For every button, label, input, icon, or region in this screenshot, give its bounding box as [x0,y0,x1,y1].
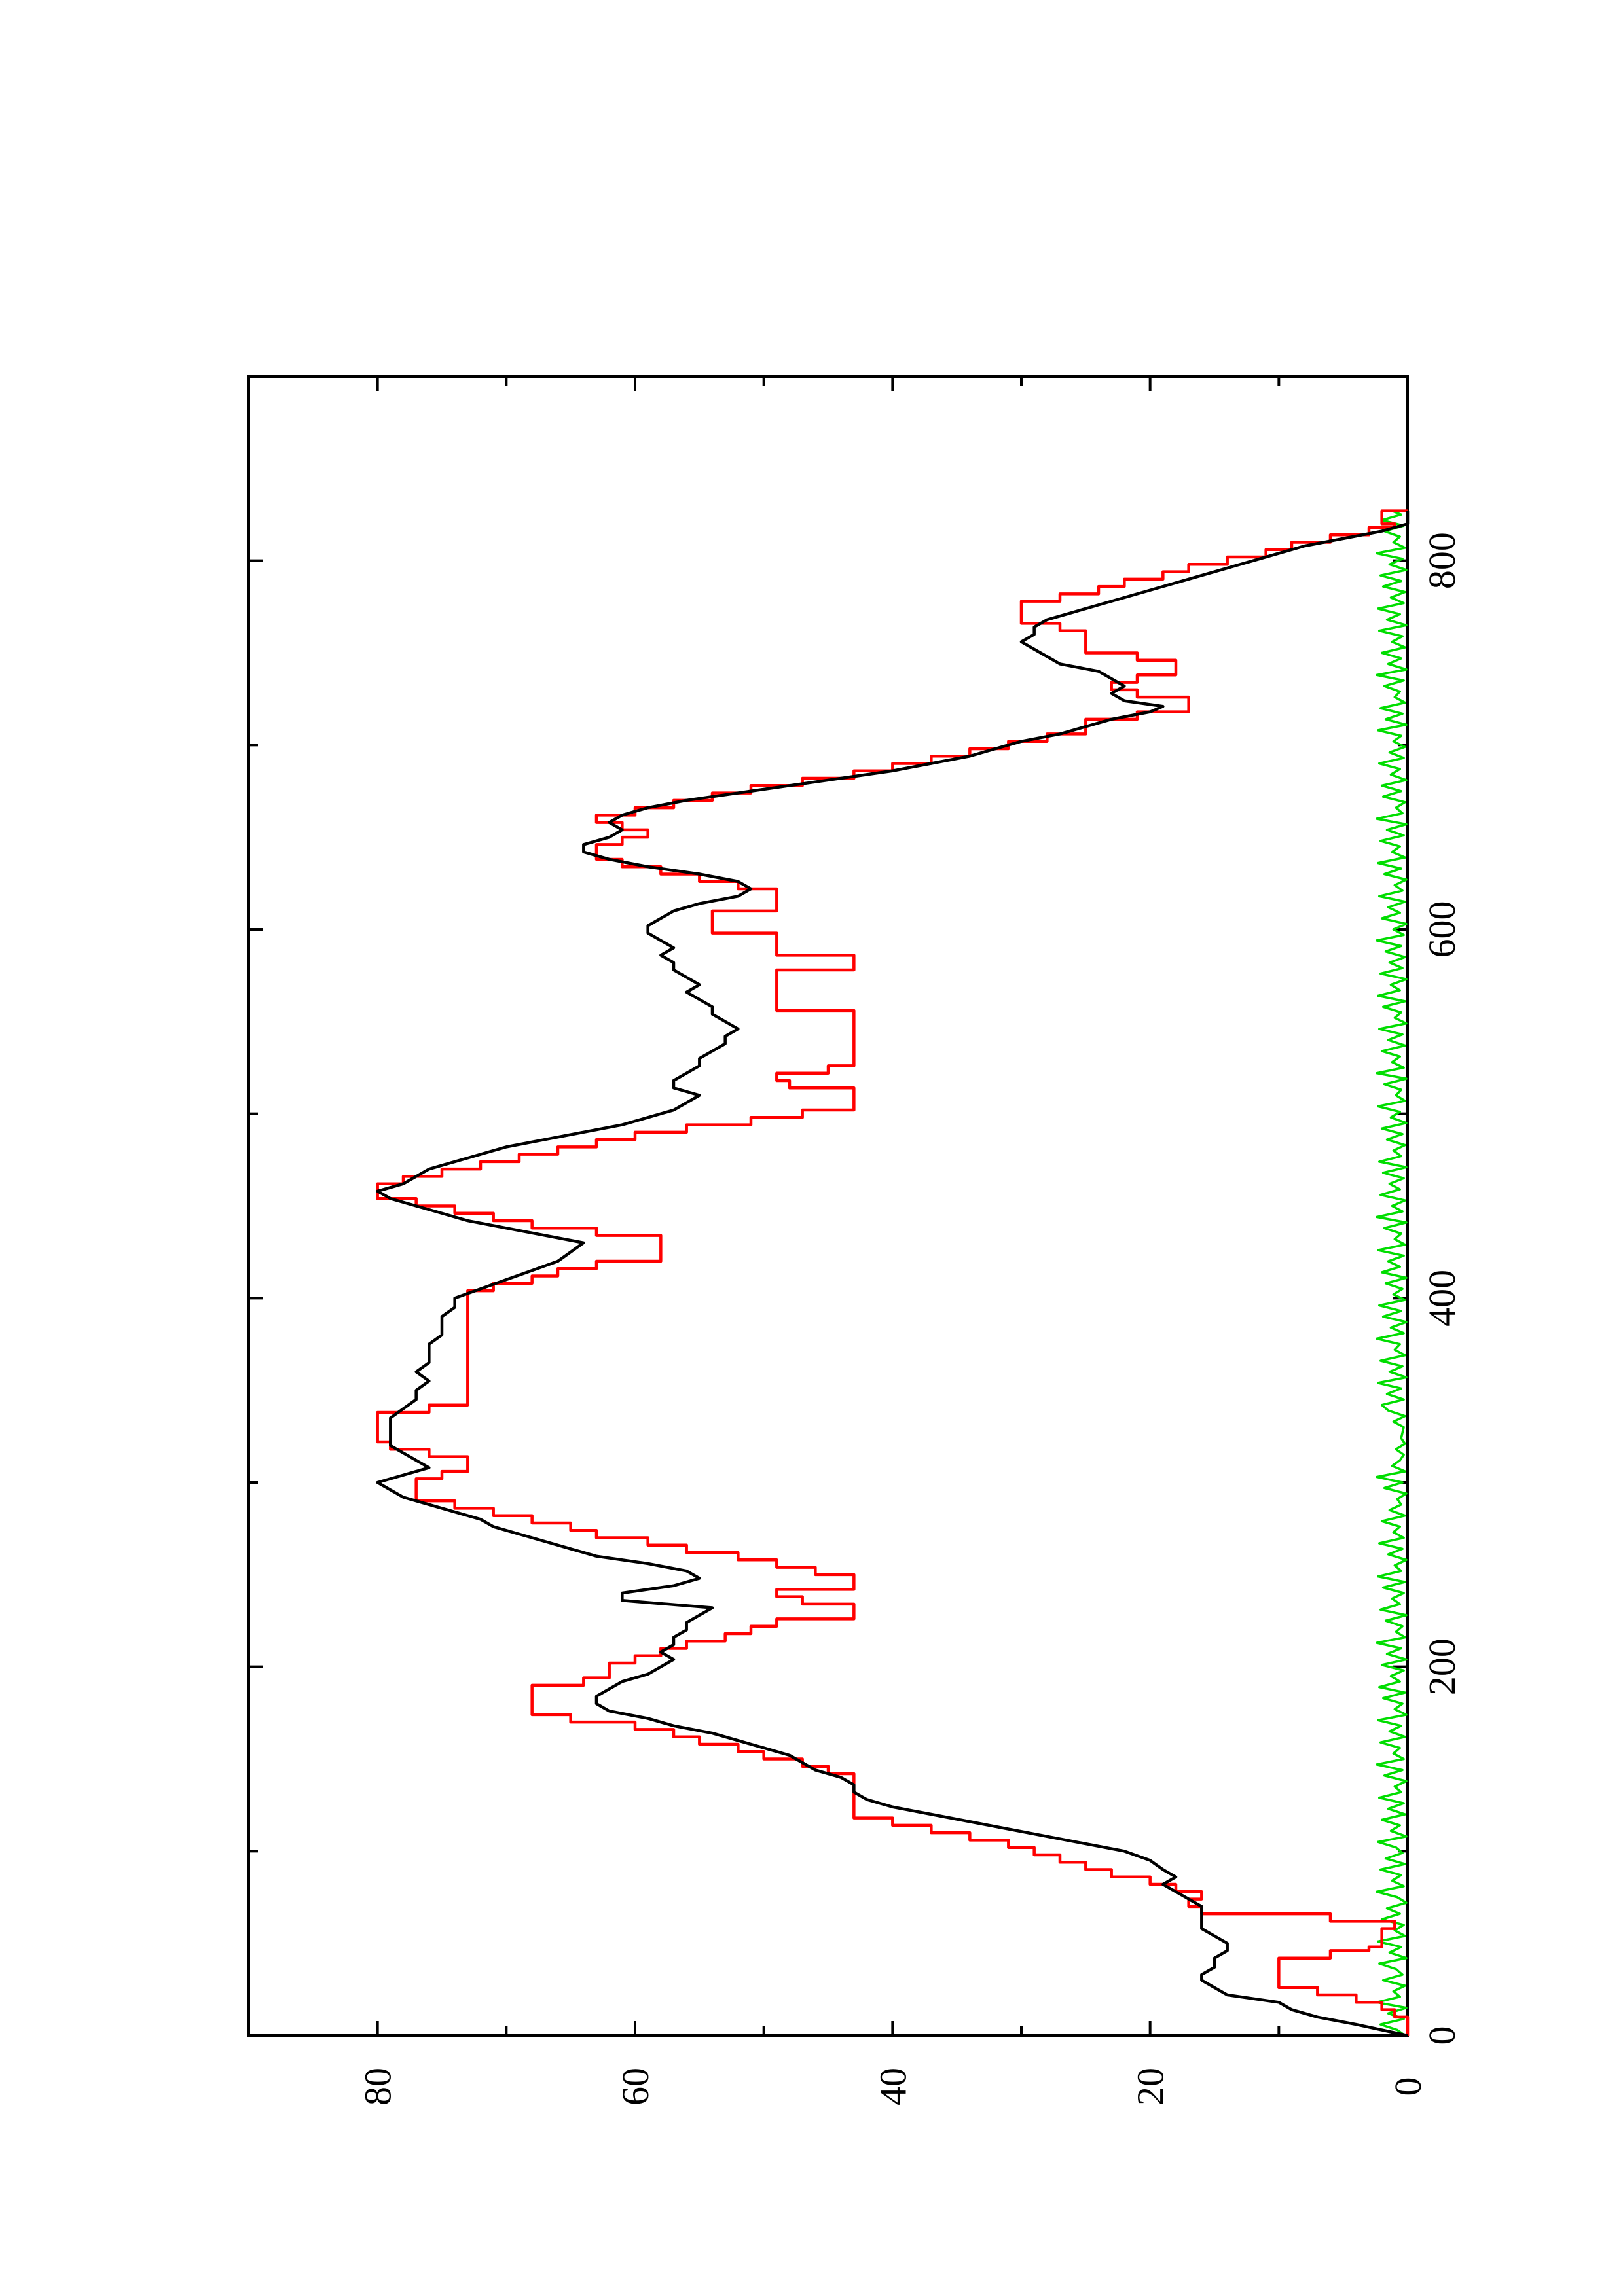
x-tick-label: 200 [1421,1638,1463,1695]
y-tick-label: 20 [1129,2068,1172,2106]
x-tick-label: 600 [1421,901,1463,958]
y-tick-label: 60 [614,2068,657,2106]
series-line-2 [1376,509,1408,2037]
x-tick-label: 400 [1421,1270,1463,1327]
y-tick-label: 0 [1387,2077,1429,2096]
x-tick-label: 800 [1421,532,1463,589]
series-line-1 [376,509,1410,2036]
series-line-0 [376,511,1410,2037]
plot-area: 0 200 400 600 800 0 20 40 60 80 [247,375,1463,2106]
y-tick-label: 40 [871,2068,914,2106]
x-tick-label: 0 [1421,2026,1463,2045]
plot-frame [247,375,1409,2037]
y-tick-label: 80 [357,2068,399,2106]
